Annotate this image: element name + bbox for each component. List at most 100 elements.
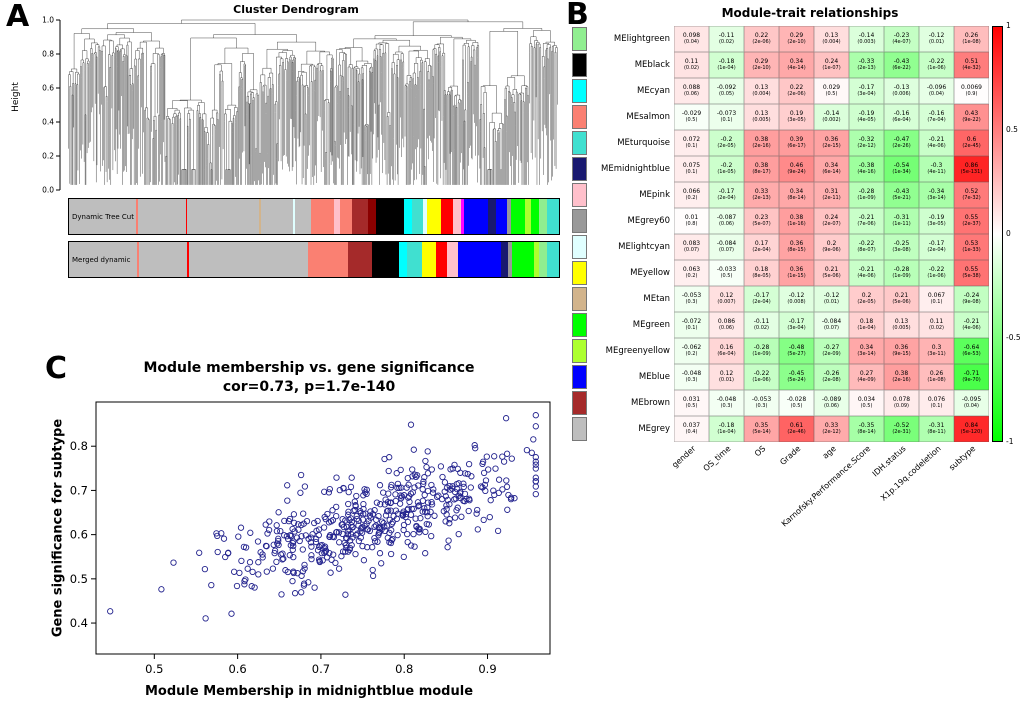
cell-correlation: 0.34 [789, 187, 804, 195]
scatter-point [201, 565, 209, 573]
scatter-point [412, 515, 419, 522]
scatter-point [342, 591, 349, 598]
scatter-point [376, 550, 384, 557]
dendrogram-y-tick-label: 0.6 [42, 84, 54, 93]
module-color-swatch [572, 183, 587, 207]
heatmap-row: MEpink 0.066 (0.2) -0.17 (2e-04) 0.33 (2e-13) 0… [572, 182, 989, 208]
band-segment [512, 242, 534, 277]
cell-correlation: 0.18 [754, 265, 769, 273]
cell-correlation: 0.037 [682, 421, 701, 429]
scatter-point [273, 558, 280, 566]
heatmap-cell: 0.26 (1e-08) [954, 26, 989, 52]
cell-pvalue: (2e-04) [752, 246, 771, 253]
cell-correlation: 0.078 [892, 395, 911, 403]
heatmap-cell: -0.11 (0.02) [744, 312, 779, 338]
scatter-point [369, 572, 377, 580]
cell-correlation: -0.18 [718, 421, 735, 429]
cell-correlation: -0.11 [718, 31, 735, 39]
cell-correlation: 0.43 [964, 109, 979, 117]
scatter-point [454, 504, 461, 511]
cell-pvalue: (1e-16) [787, 220, 806, 227]
heatmap-row: MEtan -0.053 (0.3) 0.12 (0.007) -0.17 (2e-04) -… [572, 286, 989, 312]
cell-pvalue: (2e-06) [752, 38, 771, 45]
scatter-point [237, 524, 245, 531]
scatter-point [400, 508, 407, 515]
scatter-point [495, 476, 503, 483]
heatmap-cell: -0.22 (1e-06) [919, 260, 954, 286]
cell-correlation: 0.063 [682, 265, 701, 273]
heatmap-row: MEturquoise 0.072 (0.1) -0.2 (2e-05) 0.38 (2e-… [572, 130, 989, 156]
scatter-point [299, 568, 307, 575]
cell-pvalue: (0.005) [752, 116, 771, 123]
cell-correlation: 0.13 [754, 83, 769, 91]
cell-correlation: 0.34 [859, 343, 874, 351]
scatter-point [301, 561, 308, 569]
heatmap-cell: 0.086 (0.06) [709, 312, 744, 338]
heatmap-cell: 0.0069 (0.9) [954, 78, 989, 104]
band-segment [422, 242, 436, 277]
heatmap-cell: 0.12 (0.01) [709, 364, 744, 390]
band-segment [508, 242, 513, 277]
heatmap-cell: 0.21 (5e-06) [814, 260, 849, 286]
module-label: MEgreenyellow [605, 346, 670, 356]
cell-correlation: -0.33 [858, 57, 875, 65]
cell-pvalue: (0.04) [928, 90, 945, 97]
scatter-point [416, 526, 423, 533]
scatter-point [503, 477, 510, 484]
scatter-point [420, 478, 427, 485]
heatmap-cell: 0.067 (0.1) [919, 286, 954, 312]
heatmap-cell: 0.16 (6e-04) [709, 338, 744, 364]
heatmap-cell: -0.16 (7e-04) [919, 104, 954, 130]
cell-correlation: -0.32 [858, 135, 875, 143]
scatter-point [255, 571, 262, 578]
heatmap-cell: -0.24 (9e-08) [954, 286, 989, 312]
heatmap-cell: -0.12 (0.01) [814, 286, 849, 312]
scatter-point [467, 484, 474, 491]
cell-correlation: 0.55 [964, 265, 979, 273]
scatter-point [284, 535, 292, 543]
panel-b-label: B [566, 0, 589, 32]
scatter-point [430, 486, 437, 493]
scatter-point [269, 565, 277, 572]
band-segment [292, 199, 295, 234]
cell-correlation: 0.35 [754, 421, 769, 429]
cell-correlation: -0.072 [681, 317, 702, 325]
scatter-point [397, 466, 404, 474]
scatter-point [266, 518, 273, 525]
heatmap-cell: -0.33 (2e-13) [849, 52, 884, 78]
scatter-point [482, 477, 490, 484]
scatter-point [477, 483, 485, 490]
band-segment [427, 199, 442, 234]
cell-correlation: 0.066 [682, 187, 701, 195]
legend-tick-label: 1 [1006, 21, 1011, 30]
scatter-point [290, 511, 298, 518]
scatter-plot: 0.5 0.6 0.7 0.8 0.9 0.4 0.5 0.6 0.7 0.8 [70, 401, 551, 676]
scatter-point [404, 518, 412, 526]
cell-correlation: -0.38 [858, 161, 875, 169]
column-label: age [820, 444, 838, 461]
cell-pvalue: (2e-04) [927, 246, 946, 253]
heatmap-cell: -0.092 (0.05) [709, 78, 744, 104]
heatmap-cell: 0.34 (3e-14) [849, 338, 884, 364]
cell-correlation: 0.22 [789, 83, 804, 91]
cell-correlation: 0.034 [857, 395, 876, 403]
legend-tick-label: 0 [1006, 229, 1011, 238]
band-segment [507, 199, 512, 234]
scatter-point [408, 505, 415, 513]
scatter-point [462, 470, 469, 477]
scatter-point [284, 482, 291, 489]
cell-correlation: -0.43 [893, 57, 910, 65]
cell-correlation: -0.3 [930, 161, 943, 169]
cell-correlation: -0.16 [893, 109, 910, 117]
scatter-point [480, 469, 488, 477]
cell-correlation: 0.24 [824, 57, 839, 65]
module-color-bands: Dynamic Tree Cut Merged dynamic [68, 198, 560, 280]
band-segment [375, 199, 404, 234]
heatmap-cell: 0.55 (5e-38) [954, 260, 989, 286]
heatmap-cell: -0.073 (0.1) [709, 104, 744, 130]
scatter-point [423, 463, 430, 471]
cell-correlation: 0.22 [754, 31, 769, 39]
dendrogram-y-tick-label: 0.8 [42, 50, 54, 59]
dendrogram-title: Cluster Dendrogram [233, 3, 359, 16]
